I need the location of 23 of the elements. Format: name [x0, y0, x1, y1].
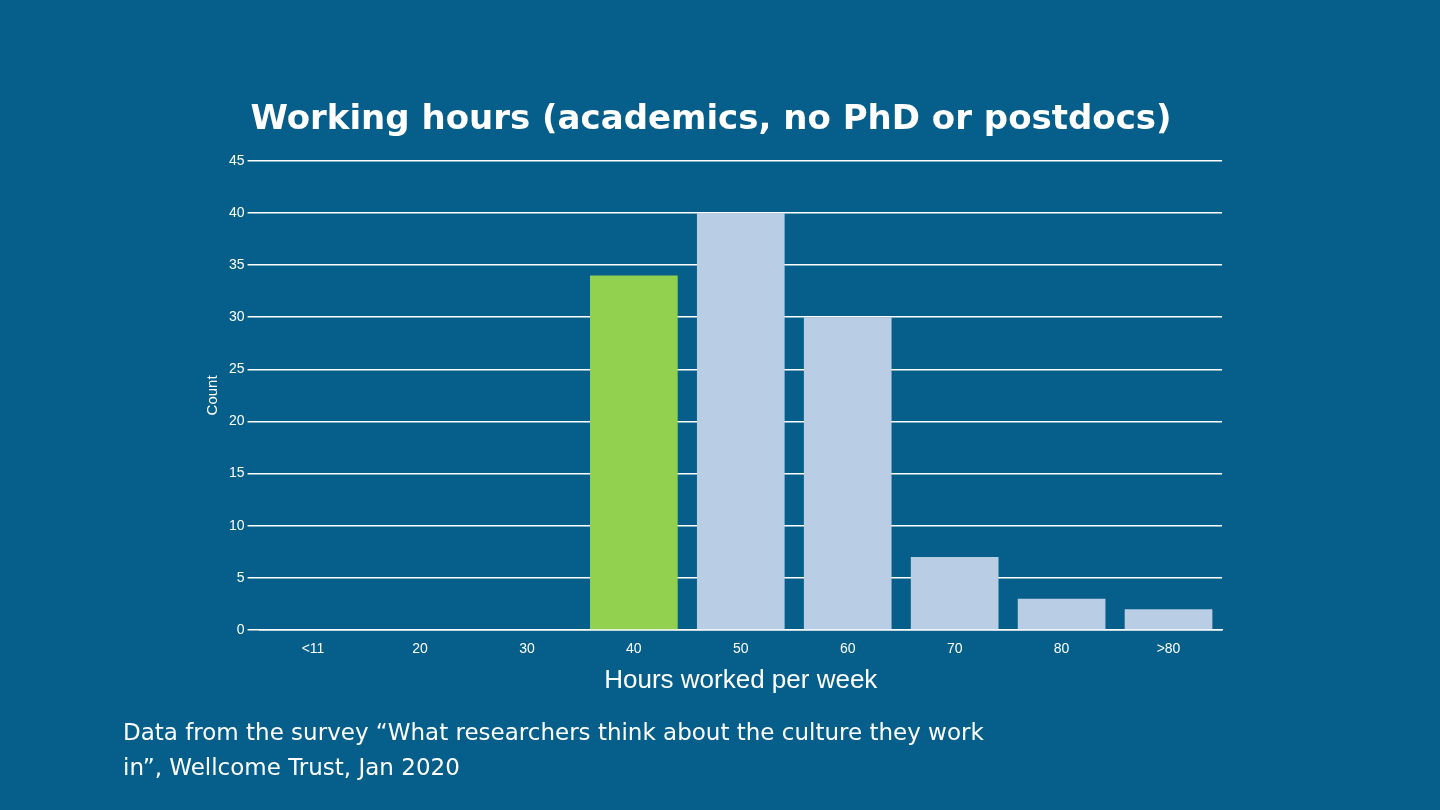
x-tick-label: <11 [301, 640, 325, 657]
x-tick-label: 80 [1053, 640, 1070, 657]
text: Data from the survey “What researchers think about the culture they work in”, Wellcome Trust, Jan 2020 [123, 718, 985, 782]
x-tick-label: >80 [1156, 640, 1181, 657]
y-tick-label: 25 [228, 360, 245, 377]
x-tick-label: 50 [733, 640, 749, 657]
y-tick-label: 30 [228, 308, 245, 325]
x-axis-title: Hours worked per week [604, 663, 879, 694]
y-tick-label: 0 [236, 620, 245, 637]
x-tick-label: 60 [839, 640, 856, 657]
x-tick-label: 30 [519, 640, 535, 657]
chart-title: Working hours (academics, no PhD or postdocs) [250, 97, 1172, 138]
x-tick-label: 40 [626, 640, 642, 657]
y-tick-label: 15 [228, 464, 245, 481]
y-tick-label: 45 [228, 151, 245, 168]
x-tick-label: 70 [946, 640, 963, 657]
y-tick-label: 35 [228, 255, 245, 272]
y-tick-label: 5 [236, 568, 245, 585]
y-tick-label: 20 [228, 412, 245, 429]
y-axis-title: Count [203, 374, 221, 416]
x-tick-label: 20 [412, 640, 428, 657]
y-tick-label: 10 [228, 516, 245, 533]
y-tick-label: 40 [228, 203, 245, 220]
